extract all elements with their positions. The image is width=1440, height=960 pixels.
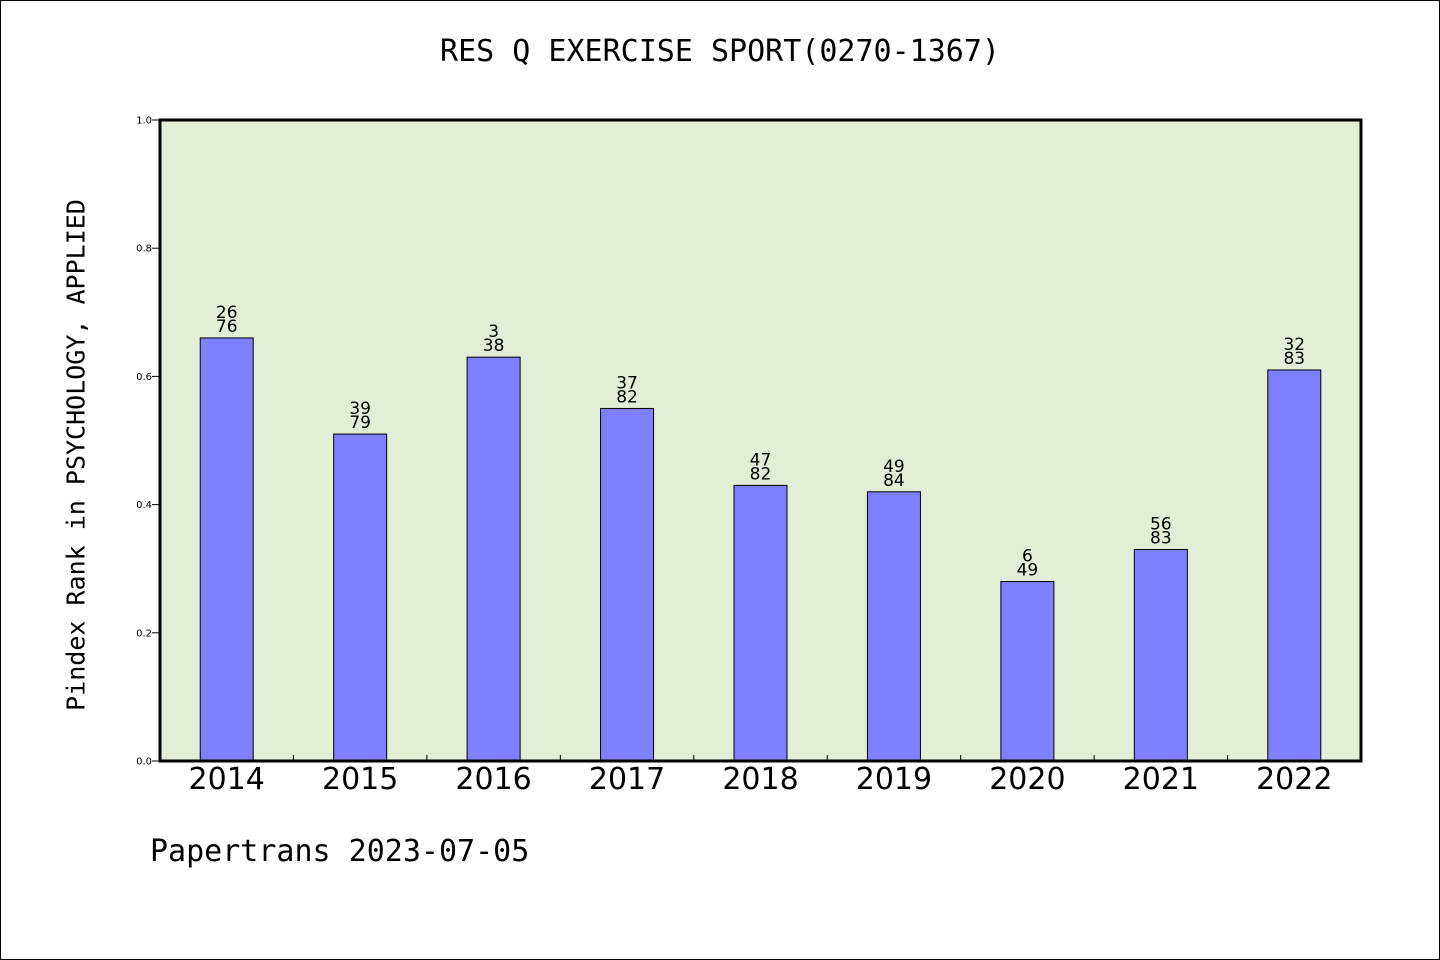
x-tick-label: 2014: [189, 762, 265, 797]
footer-note: Papertrans 2023-07-05: [150, 834, 530, 869]
bar-label-bottom: 38: [483, 336, 505, 356]
x-tick-label: 2022: [1256, 762, 1332, 797]
x-tick-label: 2018: [722, 762, 798, 797]
bar-label-top: 39: [349, 399, 371, 419]
bar-label-bottom: 82: [616, 387, 638, 407]
bar: [1000, 581, 1055, 762]
x-tick-label: 2019: [856, 762, 932, 797]
bar-label-bottom: 83: [1150, 528, 1172, 548]
bar: [1133, 548, 1188, 762]
bar: [199, 337, 254, 762]
y-tick-label: 0.2: [136, 628, 152, 639]
bar: [866, 491, 921, 762]
bar-label-top: 3: [488, 322, 499, 342]
bar-label-bottom: 82: [750, 464, 772, 484]
bar-label-top: 49: [883, 457, 905, 477]
x-tick-label: 2015: [322, 762, 398, 797]
y-tick-label: 0.8: [136, 244, 152, 255]
x-tick-label: 2017: [589, 762, 665, 797]
chart-title: RES Q EXERCISE SPORT(0270-1367): [440, 34, 1000, 69]
bar-label-top: 56: [1150, 514, 1172, 534]
x-tick-label: 2016: [455, 762, 531, 797]
bar: [466, 356, 521, 762]
plot-border: [158, 118, 1363, 763]
y-tick-label: 1.0: [136, 116, 152, 127]
y-tick-label: 0.4: [136, 500, 152, 511]
bar-label-bottom: 83: [1283, 349, 1305, 369]
bar-label-bottom: 49: [1017, 561, 1039, 581]
bar-label-bottom: 84: [883, 471, 905, 491]
bar: [1267, 369, 1322, 762]
x-tick-label: 2020: [989, 762, 1065, 797]
y-tick-label: 0.0: [136, 757, 152, 768]
bar-label-top: 6: [1022, 547, 1033, 567]
bar-label-top: 37: [616, 373, 638, 393]
bar-label-top: 47: [750, 450, 772, 470]
bar-label-top: 32: [1283, 335, 1305, 355]
bar-label-bottom: 79: [349, 413, 371, 433]
bar-label-bottom: 76: [216, 317, 238, 337]
bar: [733, 484, 788, 762]
bar: [333, 433, 388, 762]
y-tick-label: 0.6: [136, 372, 152, 383]
bar: [600, 407, 655, 762]
x-tick-label: 2021: [1123, 762, 1199, 797]
bar-label-top: 26: [216, 303, 238, 323]
